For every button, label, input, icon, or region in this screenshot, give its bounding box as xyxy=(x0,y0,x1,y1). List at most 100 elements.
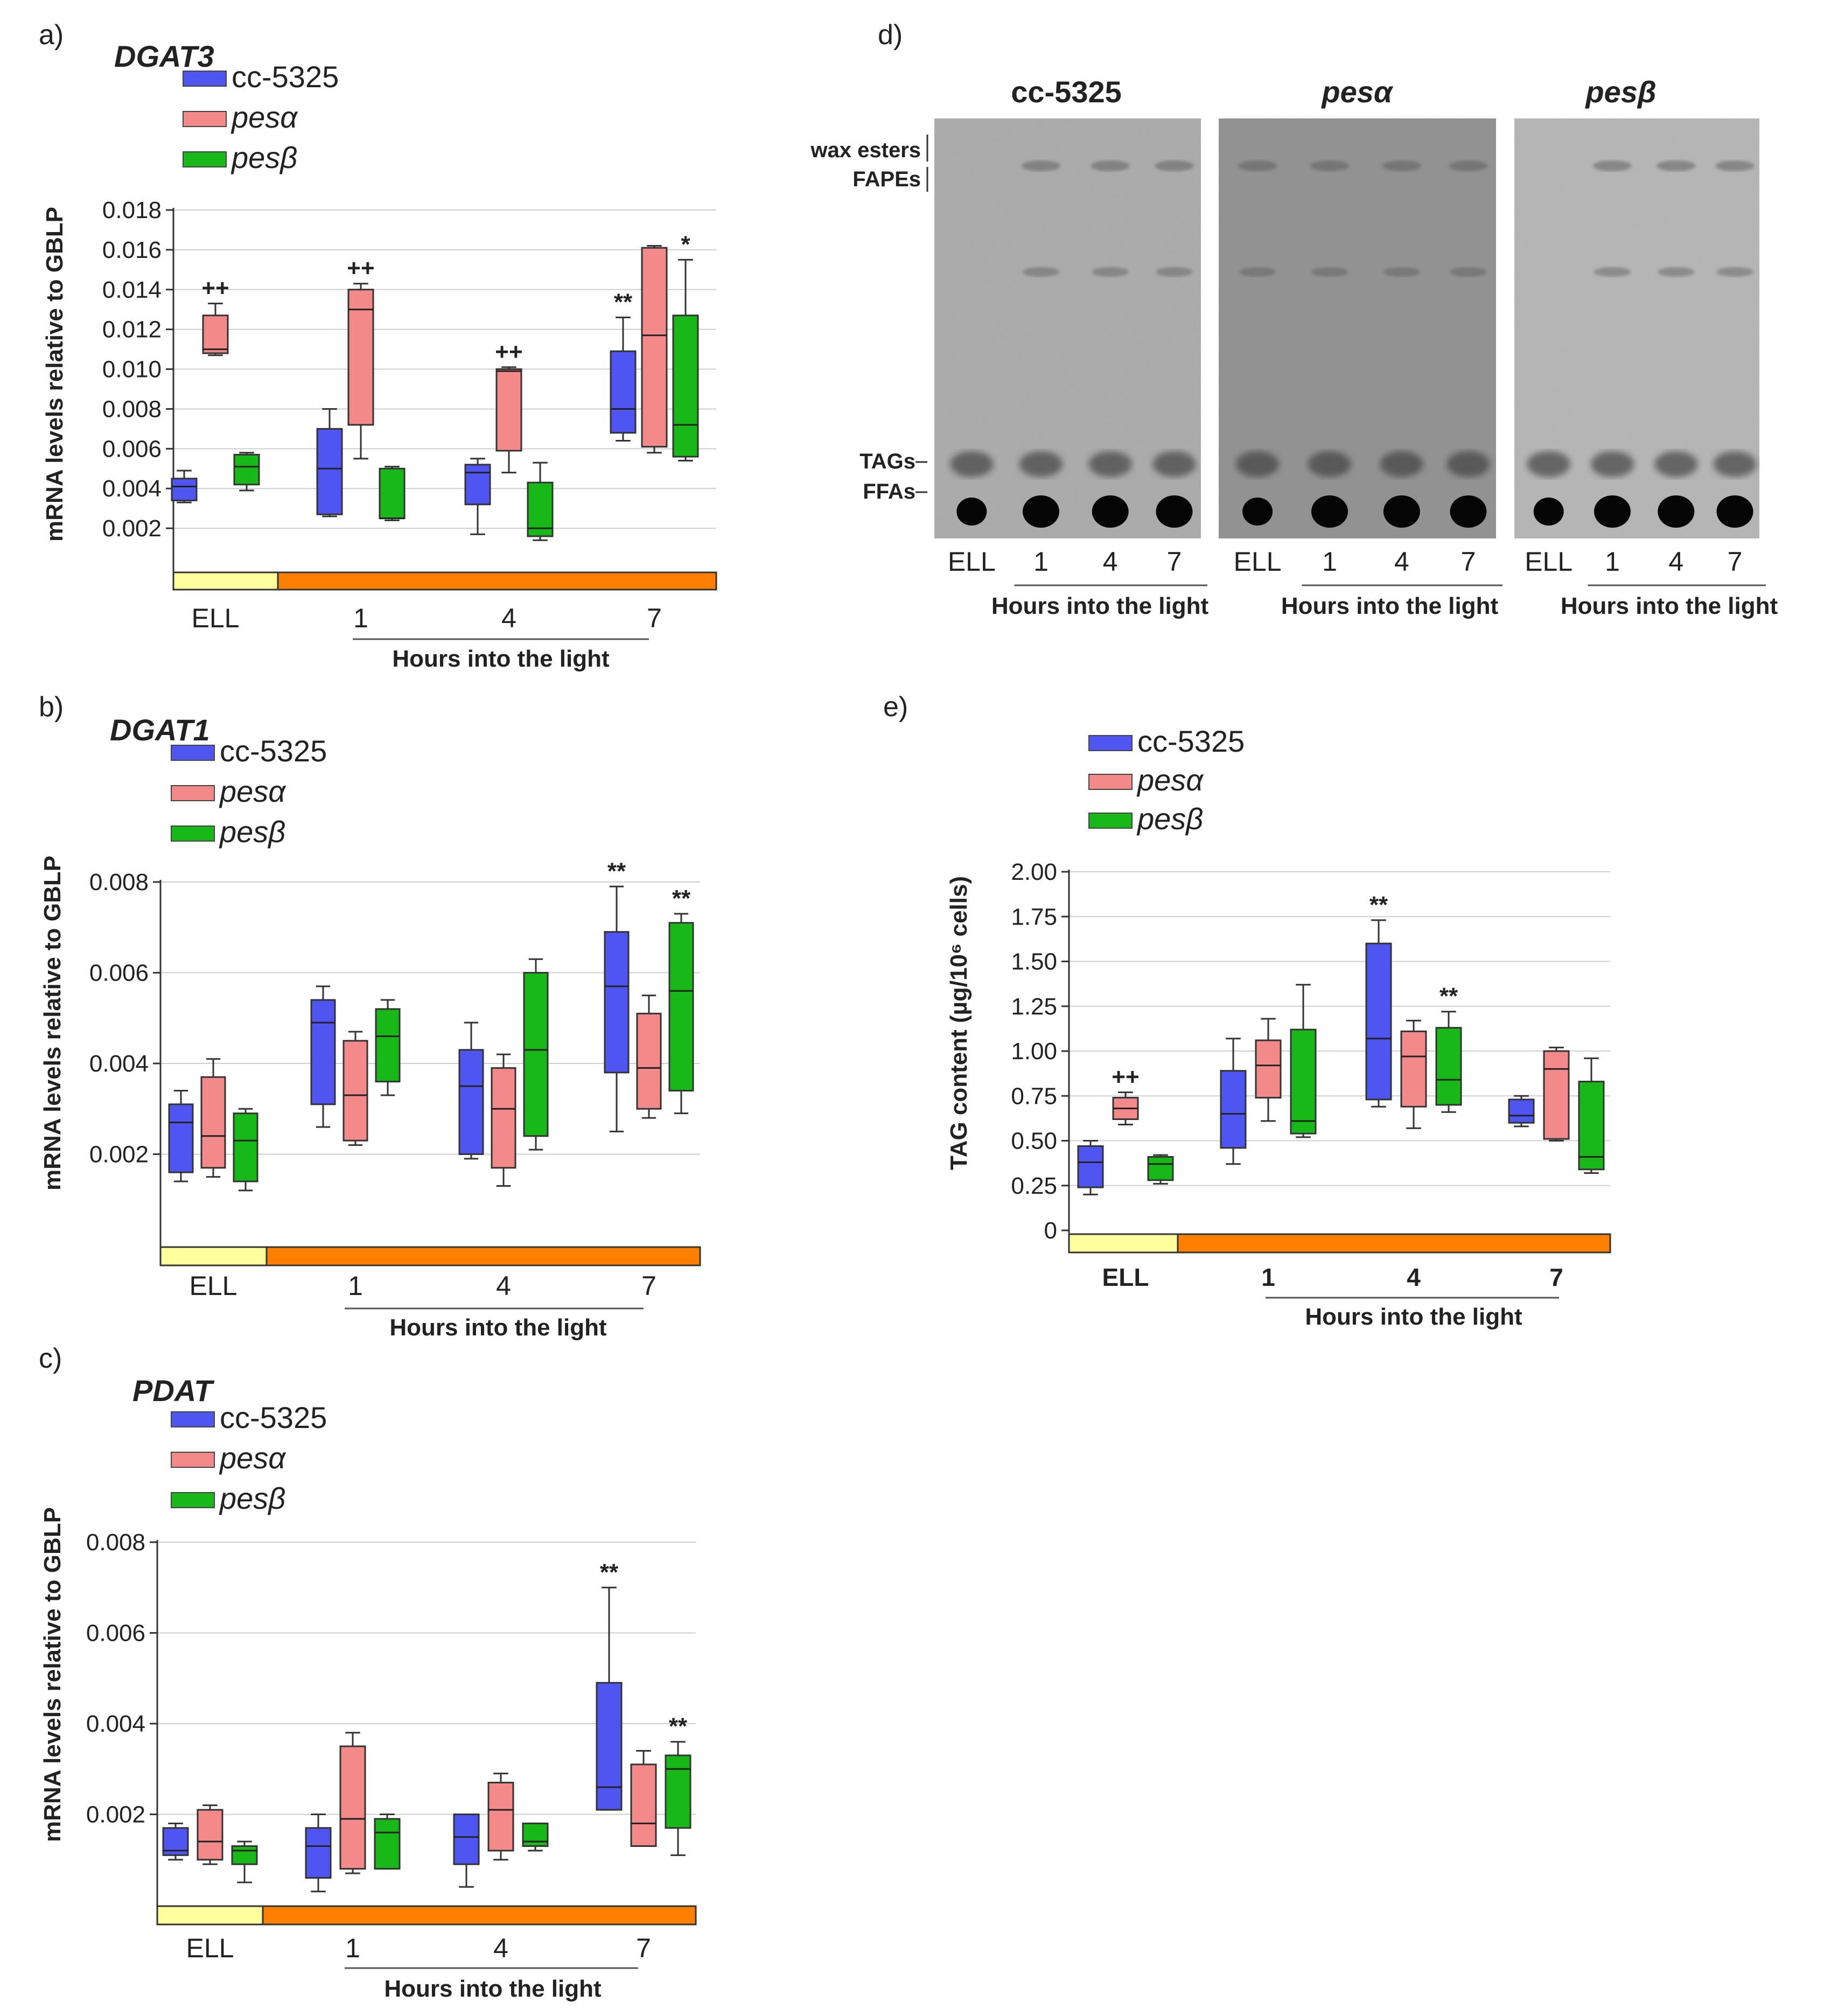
significance-mark: ++ xyxy=(347,255,374,282)
significance-mark: * xyxy=(681,231,690,257)
legend-swatch-cc5325 xyxy=(171,1411,215,1427)
box-pesa-7 xyxy=(636,995,662,1119)
tlc-lane: 1 xyxy=(1591,160,1634,577)
panel-e-axes xyxy=(1061,870,1070,1234)
box-pesa-4 xyxy=(495,366,522,474)
y-tick-label: 1.50 xyxy=(1011,949,1057,975)
legend-swatch-pesb xyxy=(171,825,215,842)
tlc-lane-label: 1 xyxy=(1605,547,1620,577)
y-tick-label: 0.50 xyxy=(1011,1128,1057,1154)
y-tick-label: 0.012 xyxy=(102,317,162,343)
panel-e-letter: e) xyxy=(883,691,908,723)
panel-b-significance: ** ** xyxy=(607,858,691,912)
legend-swatch-pesb xyxy=(1088,813,1133,829)
panel-c-x-title: Hours into the light xyxy=(384,1976,602,2002)
panel-b-x-title: Hours into the light xyxy=(389,1314,607,1341)
y-tick-label: 0.014 xyxy=(102,277,162,303)
legend-swatch-pesb xyxy=(171,1492,215,1508)
panel-e-light-bar xyxy=(1068,1233,1611,1254)
panel-c-axes xyxy=(150,1540,158,1906)
box-cc5325-7 xyxy=(596,1586,623,1811)
y-tick-label: 0.004 xyxy=(89,1051,149,1077)
legend-swatch-pesa xyxy=(171,1452,215,1468)
panel-a-gene-title: DGAT3 xyxy=(114,39,214,73)
panel-e-significance: ++ ** ** xyxy=(1112,892,1458,1090)
significance-mark: ** xyxy=(600,1559,619,1585)
band-label-fapes: FAPEs xyxy=(852,167,921,191)
legend-label-cc5325: cc-5325 xyxy=(1137,724,1245,758)
panel-e-x-categories: ELL 1 4 7 xyxy=(1102,1263,1563,1291)
panel-c-gene-title: PDAT xyxy=(132,1374,215,1408)
y-tick-label: 0.006 xyxy=(86,1620,145,1647)
legend-swatch-pesa xyxy=(1088,774,1133,790)
box-pesb-4 xyxy=(523,958,549,1151)
panel-a-y-ticks: 0.002 0.004 0.006 0.008 0.010 0.012 0.014 0.016… xyxy=(102,197,162,542)
tlc-x-title: Hours into the light xyxy=(1561,593,1778,619)
box-pesa-4 xyxy=(1400,1019,1427,1129)
ell-dark-period-bar xyxy=(156,1905,264,1926)
tlc-lane-label: 1 xyxy=(1033,547,1049,577)
box-cc5325-7 xyxy=(1508,1095,1535,1128)
box-pesb-7 xyxy=(1578,1057,1605,1174)
y-tick-label: 0.004 xyxy=(86,1711,145,1737)
box-pesb-ELL xyxy=(233,452,260,492)
legend-swatch-pesa xyxy=(171,785,215,801)
panel-e-x-title: Hours into the light xyxy=(1305,1304,1522,1330)
box-cc5325-4 xyxy=(1365,919,1392,1108)
ell-dark-period-bar xyxy=(1068,1233,1179,1254)
significance-mark: ** xyxy=(1369,892,1388,918)
box-pesa-4 xyxy=(487,1773,514,1861)
y-tick-label: 0.75 xyxy=(1011,1083,1057,1109)
legend-label-pesb: pesβ xyxy=(219,1481,285,1515)
box-pesa-4 xyxy=(491,1053,516,1187)
box-pesb-1 xyxy=(375,999,401,1096)
tlc-strain-title: pesβ xyxy=(1584,75,1656,109)
x-category-label: 4 xyxy=(493,1933,508,1963)
x-category-label: 1 xyxy=(345,1933,360,1963)
significance-mark: ** xyxy=(614,289,633,316)
tlc-lane-label: ELL xyxy=(1234,547,1282,577)
legend-label-pesa: pesα xyxy=(219,1441,286,1475)
tlc-lane: 7 xyxy=(1713,160,1757,577)
legend-label-cc5325: cc-5325 xyxy=(220,1401,327,1434)
panel-e-y-ticks: 0 0.25 0.50 0.75 1.00 1.25 1.50 1.75 2.00 xyxy=(1011,859,1057,1244)
light-period-bar xyxy=(265,1246,701,1266)
tlc-lane: 4 xyxy=(1088,160,1132,577)
box-cc5325-7 xyxy=(604,885,630,1132)
y-tick-label: 0.008 xyxy=(102,396,162,422)
tlc-lane-label: ELL xyxy=(948,547,996,577)
box-pesb-4 xyxy=(522,1822,549,1852)
box-pesa-1 xyxy=(347,283,374,460)
legend-label-pesb: pesβ xyxy=(230,141,297,174)
y-tick-label: 0.008 xyxy=(89,869,149,895)
box-pesb-1 xyxy=(374,1814,401,1870)
panel-e-boxes xyxy=(1077,919,1605,1195)
box-cc5325-4 xyxy=(453,1814,480,1888)
box-pesa-ELL xyxy=(197,1804,223,1865)
box-pesa-1 xyxy=(339,1732,366,1874)
band-label-wax-esters: wax esters xyxy=(810,138,921,162)
y-tick-label: 0.002 xyxy=(89,1142,149,1168)
significance-mark: ** xyxy=(607,858,626,884)
y-tick-label: 2.00 xyxy=(1011,859,1057,885)
significance-mark: ++ xyxy=(1112,1064,1139,1090)
y-tick-label: 0.016 xyxy=(102,237,162,263)
box-pesa-7 xyxy=(630,1750,657,1847)
box-cc5325-ELL xyxy=(168,1090,194,1182)
legend-label-cc5325: cc-5325 xyxy=(232,60,339,94)
panel-c-letter: c) xyxy=(39,1343,62,1374)
legend-swatch-cc5325 xyxy=(171,745,215,761)
panel-b-axes xyxy=(153,880,162,1247)
panel-b-dgat1-chart: b) DGAT1 cc-5325 pesα pesβ 0.002 0.004 0.006… xyxy=(39,691,701,1341)
y-tick-label: 0.008 xyxy=(86,1529,145,1556)
box-cc5325-1 xyxy=(305,1814,332,1893)
box-pesb-7 xyxy=(665,1741,691,1856)
tlc-plate-pesb: pesβ ELL 1 4 7 Hours into the light xyxy=(1514,75,1778,619)
box-pesb-ELL xyxy=(233,1108,258,1192)
box-pesa-7 xyxy=(1543,1046,1570,1142)
box-pesa-ELL xyxy=(1112,1091,1139,1126)
tlc-lane: 1 xyxy=(1019,160,1063,577)
tlc-plate-pesa: pesα ELL 1 4 7 Hours into the light xyxy=(1219,75,1502,619)
panel-a-y-title: mRNA levels relative to GBLP xyxy=(41,207,68,542)
